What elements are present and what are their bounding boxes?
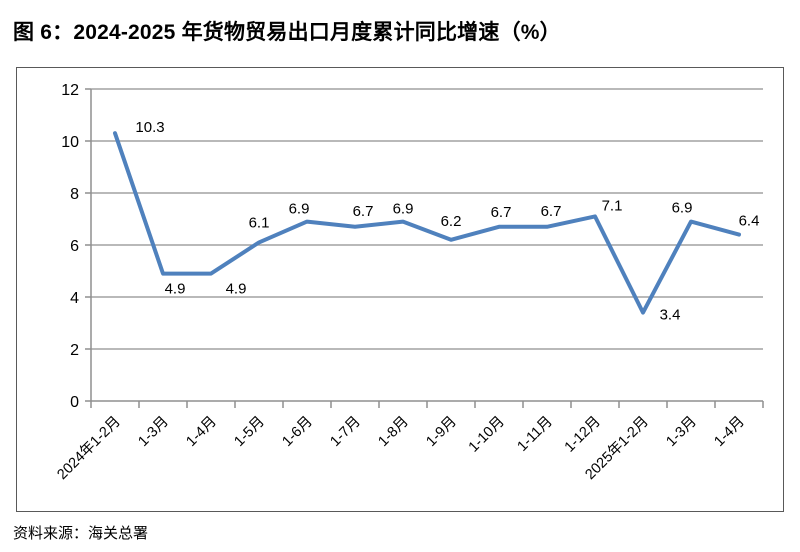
- data-point-label: 4.9: [226, 281, 247, 298]
- data-point-label: 6.7: [541, 203, 562, 220]
- data-point-label: 4.9: [165, 281, 186, 298]
- x-tick-label: 1-6月: [279, 414, 315, 450]
- data-point-label: 6.7: [353, 203, 374, 220]
- y-tick-label: 4: [70, 290, 79, 307]
- data-point-label: 6.7: [491, 204, 512, 221]
- chart-frame: 0 2 4 6 8 10 12 2024年1-2月 1-3月 1-4月 1-5月 1-6月 1-7月 1-…: [16, 67, 784, 512]
- data-point-label: 10.3: [135, 119, 164, 136]
- x-tick-label: 1-8月: [375, 414, 411, 450]
- x-tick-label: 1-9月: [423, 414, 459, 450]
- x-tick-label: 1-3月: [135, 414, 171, 450]
- y-tick-label: 2: [70, 342, 79, 359]
- y-tick-label: 6: [70, 238, 79, 255]
- x-tick-label: 1-7月: [327, 414, 363, 450]
- x-tick-label: 2024年1-2月: [54, 413, 124, 483]
- data-point-label: 7.1: [602, 197, 623, 214]
- chart-title: 图 6：2024-2025 年货物贸易出口月度累计同比增速（%）: [13, 21, 561, 44]
- data-point-label: 6.1: [249, 214, 270, 231]
- y-tick-label: 12: [61, 82, 79, 99]
- y-tick-label: 0: [70, 394, 79, 411]
- line-chart: 0 2 4 6 8 10 12 2024年1-2月 1-3月 1-4月 1-5月 1-6月 1-7月 1-…: [54, 82, 764, 483]
- x-tick-label: 1-4月: [711, 414, 747, 450]
- data-point-label: 6.9: [672, 200, 693, 217]
- data-point-label: 3.4: [660, 307, 681, 324]
- x-tick-label: 1-12月: [562, 414, 604, 456]
- y-tick-label: 10: [61, 134, 79, 151]
- data-series-line: [113, 131, 741, 315]
- x-tick-label: 1-3月: [663, 414, 699, 450]
- data-point-label: 6.9: [393, 201, 414, 218]
- data-point-label: 6.4: [739, 213, 760, 230]
- x-tick-label: 1-5月: [231, 414, 267, 450]
- data-point-label: 6.9: [289, 201, 310, 218]
- x-tick-label: 1-4月: [183, 414, 219, 450]
- y-tick-label: 8: [70, 186, 79, 203]
- x-tick-label: 1-11月: [514, 414, 555, 455]
- data-point-label: 6.2: [441, 213, 462, 230]
- x-tick-label: 1-10月: [466, 414, 508, 456]
- source-note: 资料来源：海关总署: [13, 525, 149, 542]
